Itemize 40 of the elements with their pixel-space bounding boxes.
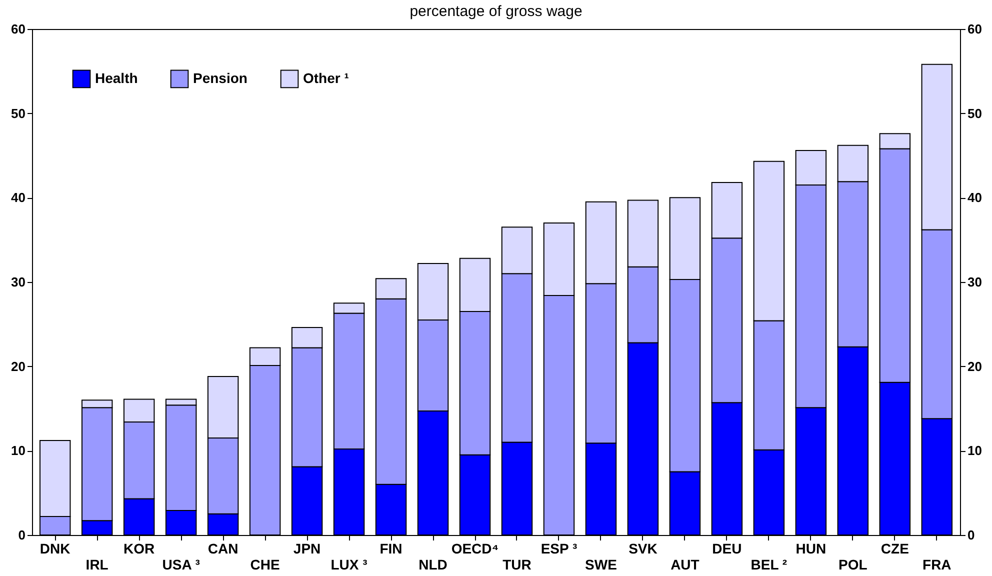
- legend-label: Health: [95, 70, 138, 86]
- y2-tick-label: 50: [968, 106, 982, 121]
- y2-tick-label: 0: [968, 528, 975, 542]
- x-tick-label: FIN: [380, 540, 402, 556]
- y2-tick-label: 40: [968, 190, 982, 206]
- x-tick-label: CZE: [880, 540, 909, 556]
- x-tick-label: SVK: [628, 540, 658, 556]
- x-tick-label: NLD: [418, 556, 448, 572]
- y2-tick-label: 30: [968, 274, 982, 290]
- x-tick-label: BEL ²: [750, 556, 788, 572]
- x-tick-label: TUR: [502, 556, 532, 572]
- y2-tick-label: 20: [968, 358, 982, 374]
- x-tick-label: IRL: [86, 556, 109, 572]
- x-tick-label: DEU: [712, 540, 742, 556]
- y-tick-label: 0: [18, 528, 26, 542]
- y-tick-label: 60: [11, 22, 26, 36]
- x-tick-label: POL: [838, 556, 868, 572]
- x-tick-label: LUX ³: [330, 556, 368, 572]
- legend-label: Pension: [193, 70, 248, 86]
- chart-title: percentage of gross wage: [410, 3, 582, 20]
- x-tick-label: OECD⁴: [451, 540, 499, 556]
- y-tick-label: 20: [11, 358, 26, 374]
- y-tick-label: 40: [11, 190, 26, 206]
- legend-label: Other ¹: [303, 70, 350, 86]
- x-tick-label: AUT: [670, 556, 700, 572]
- y-tick-label: 10: [11, 443, 26, 458]
- x-tick-label: CHE: [250, 556, 280, 572]
- y-tick-label: 30: [11, 274, 26, 290]
- x-tick-label: CAN: [208, 540, 238, 556]
- x-tick-label: USA ³: [162, 556, 200, 572]
- x-tick-label: KOR: [124, 540, 155, 556]
- y2-tick-label: 10: [968, 443, 982, 458]
- x-tick-label: HUN: [796, 540, 826, 556]
- y-tick-label: 50: [11, 106, 26, 121]
- x-tick-label: DNK: [40, 540, 70, 556]
- x-tick-label: SWE: [585, 556, 617, 572]
- x-tick-label: JPN: [293, 540, 321, 556]
- x-tick-label: ESP ³: [540, 540, 578, 556]
- y2-tick-label: 60: [968, 22, 982, 36]
- x-tick-label: FRA: [922, 556, 952, 572]
